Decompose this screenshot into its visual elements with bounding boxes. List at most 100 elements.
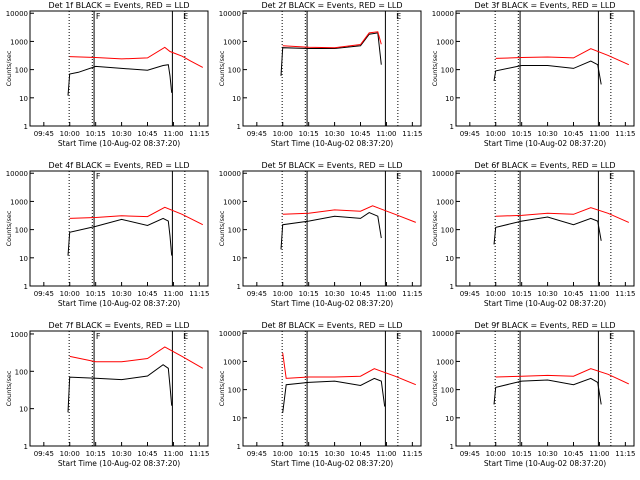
series-line-events [280, 32, 382, 76]
flag-marker: E [609, 12, 614, 21]
y-tick-label: 100 [441, 67, 454, 75]
y-tick-label: 10 [19, 95, 28, 103]
x-tick-label: 11:00 [589, 450, 609, 458]
x-tick-label: 09:45 [460, 450, 480, 458]
x-tick-label: 10:30 [324, 290, 344, 298]
series-line-events [280, 212, 382, 250]
x-axis-label: Start Time (10-Aug-02 08:37:20) [484, 299, 606, 308]
y-axis-label: Counts/sec [218, 370, 226, 406]
x-tick-label: 10:15 [299, 290, 319, 298]
plot-frame [29, 170, 209, 287]
y-tick-label: 10000 [432, 170, 454, 178]
y-tick-label: 100 [441, 227, 454, 235]
x-tick-label: 11:00 [163, 450, 183, 458]
x-tick-label: 09:45 [34, 130, 54, 138]
y-tick-label: 100 [228, 227, 241, 235]
plot-frame [29, 330, 209, 447]
y-axis-label: Counts/sec [431, 370, 439, 406]
y-tick-label: 10000 [6, 170, 28, 178]
x-tick-label: 10:15 [299, 450, 319, 458]
plot-frame [455, 170, 635, 287]
y-tick-label: 100 [228, 67, 241, 75]
x-tick-label: 11:00 [589, 130, 609, 138]
x-tick-label: 09:45 [247, 450, 267, 458]
y-tick-label: 1 [237, 123, 241, 131]
chart-title: Det 8f BLACK = Events, RED = LLD [261, 321, 402, 330]
y-axis-label: Counts/sec [218, 50, 226, 86]
x-tick-label: 10:30 [537, 130, 557, 138]
series-line-lld [282, 205, 416, 223]
chart-title: Det 7f BLACK = Events, RED = LLD [48, 321, 189, 330]
x-tick-label: 11:15 [615, 290, 635, 298]
x-tick-label: 10:45 [563, 450, 583, 458]
x-tick-label: 10:30 [111, 290, 131, 298]
x-tick-label: 11:15 [402, 290, 422, 298]
x-tick-label: 11:00 [376, 450, 396, 458]
chart-title: Det 2f BLACK = Events, RED = LLD [261, 1, 402, 10]
y-tick-label: 1000 [223, 198, 241, 206]
chart-panel: Det 5f BLACK = Events, RED = LLD 1 10 100 10… [218, 161, 422, 308]
series-line-events [282, 377, 386, 413]
x-tick-label: 11:15 [189, 290, 209, 298]
x-axis-label: Start Time (10-Aug-02 08:37:20) [271, 139, 393, 148]
series-line-events [67, 217, 173, 256]
x-tick-label: 11:15 [615, 450, 635, 458]
y-tick-label: 10 [445, 95, 454, 103]
y-tick-label: 1000 [223, 38, 241, 46]
x-tick-label: 10:00 [60, 130, 80, 138]
y-tick-label: 100 [15, 368, 28, 376]
y-tick-label: 1000 [436, 38, 454, 46]
y-tick-label: 10000 [432, 330, 454, 338]
y-axis-label: Counts/sec [431, 210, 439, 246]
x-tick-label: 10:15 [86, 290, 106, 298]
x-tick-label: 09:45 [34, 450, 54, 458]
chart-title: Det 3f BLACK = Events, RED = LLD [474, 1, 615, 10]
x-tick-label: 10:45 [350, 290, 370, 298]
x-tick-label: 10:30 [324, 450, 344, 458]
series-line-lld [69, 346, 204, 369]
plot-frame [242, 170, 422, 287]
y-axis-label: Counts/sec [5, 370, 13, 406]
x-tick-label: 10:30 [537, 290, 557, 298]
x-tick-label: 09:45 [247, 130, 267, 138]
y-axis-label: Counts/sec [218, 210, 226, 246]
chart-title: Det 9f BLACK = Events, RED = LLD [474, 321, 615, 330]
y-tick-label: 10000 [219, 10, 241, 18]
series-line-lld [282, 352, 416, 386]
x-tick-label: 10:00 [60, 450, 80, 458]
chart-panel: Det 2f BLACK = Events, RED = LLD 1 10 100 10… [218, 1, 422, 148]
y-tick-label: 10000 [6, 10, 28, 18]
series-line-lld [495, 207, 630, 223]
y-tick-label: 10000 [219, 170, 241, 178]
x-tick-label: 10:00 [273, 290, 293, 298]
y-tick-label: 1 [450, 283, 454, 291]
flag-marker: F [96, 332, 101, 341]
chart-panel: Det 9f BLACK = Events, RED = LLD 1 10 100 10… [431, 321, 635, 468]
x-tick-label: 10:00 [273, 130, 293, 138]
y-tick-label: 10 [232, 415, 241, 423]
y-tick-label: 1 [24, 123, 28, 131]
plot-frame [455, 330, 635, 447]
y-tick-label: 1 [450, 123, 454, 131]
chart-title: Det 6f BLACK = Events, RED = LLD [474, 161, 615, 170]
x-axis-label: Start Time (10-Aug-02 08:37:20) [484, 139, 606, 148]
x-axis-label: Start Time (10-Aug-02 08:37:20) [271, 459, 393, 468]
series-line-lld [282, 31, 382, 49]
y-tick-label: 1000 [10, 331, 28, 339]
y-tick-label: 1000 [436, 358, 454, 366]
flag-marker: F [96, 172, 101, 181]
y-tick-label: 1 [24, 443, 28, 451]
x-tick-label: 10:15 [512, 290, 532, 298]
x-tick-label: 11:00 [163, 130, 183, 138]
x-tick-label: 10:15 [512, 450, 532, 458]
series-line-events [493, 377, 602, 405]
x-tick-label: 10:30 [111, 130, 131, 138]
y-tick-label: 1000 [10, 198, 28, 206]
y-axis-label: Counts/sec [5, 50, 13, 86]
chart-panel: Det 1f BLACK = Events, RED = LLD 1 10 100 10… [5, 1, 209, 148]
y-tick-label: 100 [228, 387, 241, 395]
chart-panel: Det 6f BLACK = Events, RED = LLD 1 10 100 10… [431, 161, 635, 308]
y-tick-label: 10000 [432, 10, 454, 18]
y-tick-label: 1 [450, 443, 454, 451]
x-axis-label: Start Time (10-Aug-02 08:37:20) [271, 299, 393, 308]
